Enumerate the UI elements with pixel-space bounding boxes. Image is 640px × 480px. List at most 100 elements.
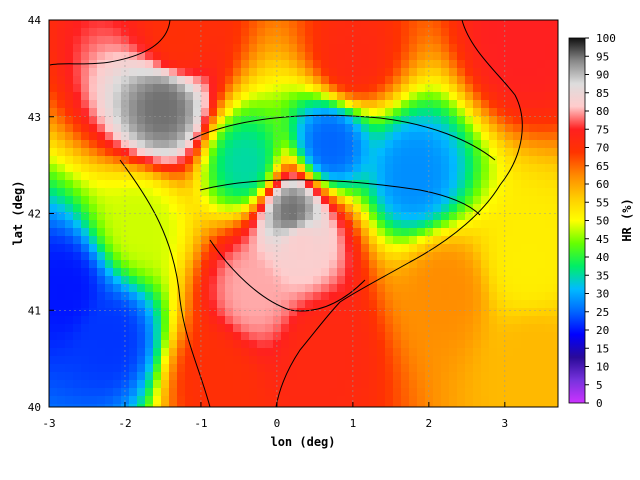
field-cell — [553, 236, 558, 244]
field-cell — [521, 204, 529, 212]
field-cell — [377, 356, 385, 364]
field-cell — [473, 380, 481, 388]
field-cell — [185, 324, 193, 332]
field-cell — [417, 84, 425, 92]
field-cell — [177, 236, 185, 244]
field-cell — [521, 148, 529, 156]
field-cell — [49, 188, 57, 196]
field-cell — [345, 380, 353, 388]
field-cell — [529, 28, 537, 36]
field-cell — [401, 260, 409, 268]
field-cell — [113, 276, 121, 284]
field-cell — [113, 396, 121, 404]
x-tick-label: 2 — [426, 417, 433, 430]
field-cell — [361, 228, 369, 236]
field-cell — [281, 316, 289, 324]
field-cell — [249, 372, 257, 380]
field-cell — [297, 20, 305, 28]
field-cell — [529, 316, 537, 324]
field-cell — [185, 332, 193, 340]
field-cell — [305, 20, 313, 28]
colorbar-tick-label: 95 — [596, 50, 609, 63]
field-cell — [161, 44, 169, 52]
field-cell — [233, 348, 241, 356]
field-cell — [401, 92, 409, 100]
field-cell — [521, 268, 529, 276]
field-cell — [385, 52, 393, 60]
field-cell — [193, 356, 201, 364]
field-cell — [401, 76, 409, 84]
field-cell — [97, 364, 105, 372]
field-cell — [49, 156, 57, 164]
field-cell — [105, 332, 113, 340]
field-cell — [305, 92, 313, 100]
field-cell — [297, 388, 305, 396]
field-cell — [497, 228, 505, 236]
field-cell — [329, 76, 337, 84]
field-cell — [265, 348, 273, 356]
field-cell — [345, 228, 353, 236]
field-cell — [465, 156, 473, 164]
field-cell — [417, 212, 425, 220]
field-cell — [337, 356, 345, 364]
field-cell — [529, 364, 537, 372]
field-cell — [409, 140, 417, 148]
field-cell — [49, 124, 57, 132]
field-cell — [321, 36, 329, 44]
field-cell — [249, 28, 257, 36]
field-cell — [473, 44, 481, 52]
field-cell — [489, 84, 497, 92]
field-cell — [273, 124, 281, 132]
field-cell — [281, 172, 289, 180]
field-cell — [217, 228, 225, 236]
field-cell — [489, 260, 497, 268]
field-cell — [305, 300, 313, 308]
field-cell — [481, 124, 489, 132]
field-cell — [217, 156, 225, 164]
field-cell — [281, 292, 289, 300]
field-cell — [305, 356, 313, 364]
field-cell — [497, 92, 505, 100]
field-cell — [401, 68, 409, 76]
field-cell — [337, 324, 345, 332]
field-cell — [129, 36, 137, 44]
field-cell — [537, 76, 545, 84]
field-cell — [481, 300, 489, 308]
field-cell — [529, 124, 537, 132]
field-cell — [481, 52, 489, 60]
field-cell — [289, 396, 297, 404]
field-cell — [361, 348, 369, 356]
field-cell — [537, 172, 545, 180]
field-cell — [337, 132, 345, 140]
field-cell — [57, 324, 65, 332]
field-cell — [321, 76, 329, 84]
field-cell — [489, 364, 497, 372]
field-cell — [441, 268, 449, 276]
field-cell — [177, 188, 185, 196]
field-cell — [185, 68, 193, 76]
field-cell — [369, 28, 377, 36]
field-cell — [537, 220, 545, 228]
field-cell — [321, 388, 329, 396]
field-cell — [241, 52, 249, 60]
field-cell — [553, 308, 558, 316]
field-cell — [105, 292, 113, 300]
field-cell — [97, 284, 105, 292]
field-cell — [529, 300, 537, 308]
field-cell — [241, 396, 249, 404]
field-cell — [65, 228, 73, 236]
field-cell — [137, 212, 145, 220]
field-cell — [129, 356, 137, 364]
field-cell — [449, 20, 457, 28]
field-cell — [185, 44, 193, 52]
field-cell — [353, 204, 361, 212]
field-cell — [265, 332, 273, 340]
field-cell — [401, 332, 409, 340]
field-cell — [217, 332, 225, 340]
field-cell — [57, 188, 65, 196]
field-cell — [241, 204, 249, 212]
field-cell — [209, 324, 217, 332]
field-cell — [209, 76, 217, 84]
field-cell — [345, 172, 353, 180]
